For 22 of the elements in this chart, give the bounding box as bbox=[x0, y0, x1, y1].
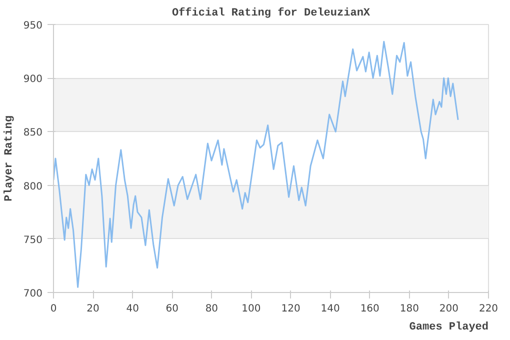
x-tick-label: 180 bbox=[400, 304, 419, 314]
chart-title: Official Rating for DeleuzianX bbox=[172, 6, 370, 20]
x-tick-label: 140 bbox=[320, 304, 340, 314]
y-tick-label: 750 bbox=[23, 234, 43, 246]
y-axis-title: Player Rating bbox=[3, 116, 16, 202]
y-tick-label: 700 bbox=[23, 288, 43, 300]
x-tick-label: 0 bbox=[50, 304, 57, 314]
y-tick-label: 800 bbox=[23, 181, 43, 192]
x-tick-label: 160 bbox=[360, 304, 380, 314]
x-tick-label: 120 bbox=[281, 304, 300, 314]
x-tick-label: 100 bbox=[242, 304, 261, 314]
y-tick-label: 900 bbox=[23, 74, 43, 86]
x-tick-label: 60 bbox=[166, 304, 179, 314]
line-series bbox=[54, 40, 459, 288]
y-tick-label: 850 bbox=[23, 128, 43, 139]
y-tick-label: 950 bbox=[23, 20, 43, 32]
x-tick-label: 200 bbox=[439, 304, 459, 314]
x-tick-label: 40 bbox=[126, 304, 139, 314]
x-tick-label: 80 bbox=[205, 304, 218, 314]
x-tick-label: 20 bbox=[86, 304, 100, 314]
x-tick-label: 220 bbox=[478, 304, 498, 314]
x-axis-title: Games Played bbox=[409, 322, 489, 334]
